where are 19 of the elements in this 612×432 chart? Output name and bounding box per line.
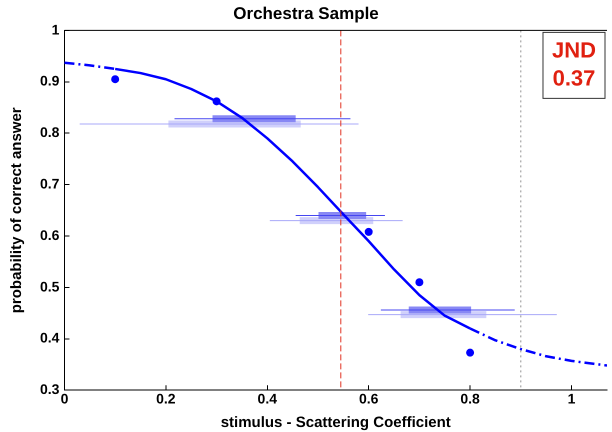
y-tick-label: 0.9 (40, 72, 60, 89)
y-tick-label: 0.8 (40, 124, 60, 140)
x-axis-title: stimulus - Scattering Coefficient (220, 414, 451, 432)
y-tick-label: 0.3 (40, 381, 60, 398)
chart-title: Orchestra Sample (233, 4, 379, 23)
annotation: 0.37 (552, 65, 596, 90)
y-tick-label: 0.5 (40, 278, 60, 294)
annotation: JND (552, 37, 596, 62)
y-tick-label: 0.6 (40, 226, 60, 243)
x-tick-label: 1 (568, 390, 576, 406)
y-axis-title: probability of correct answer (8, 107, 26, 314)
x-tick-label: 0.2 (156, 390, 176, 406)
y-tick-label: 1 (52, 21, 60, 38)
x-tick-label: 0.6 (358, 390, 379, 406)
y-tick-label: 0.7 (40, 175, 60, 192)
x-tick-label: 0 (60, 390, 69, 406)
x-tick-label: 0.4 (258, 390, 278, 406)
y-tick-label: 0.4 (40, 330, 60, 346)
x-tick-label: 0.8 (460, 390, 480, 406)
